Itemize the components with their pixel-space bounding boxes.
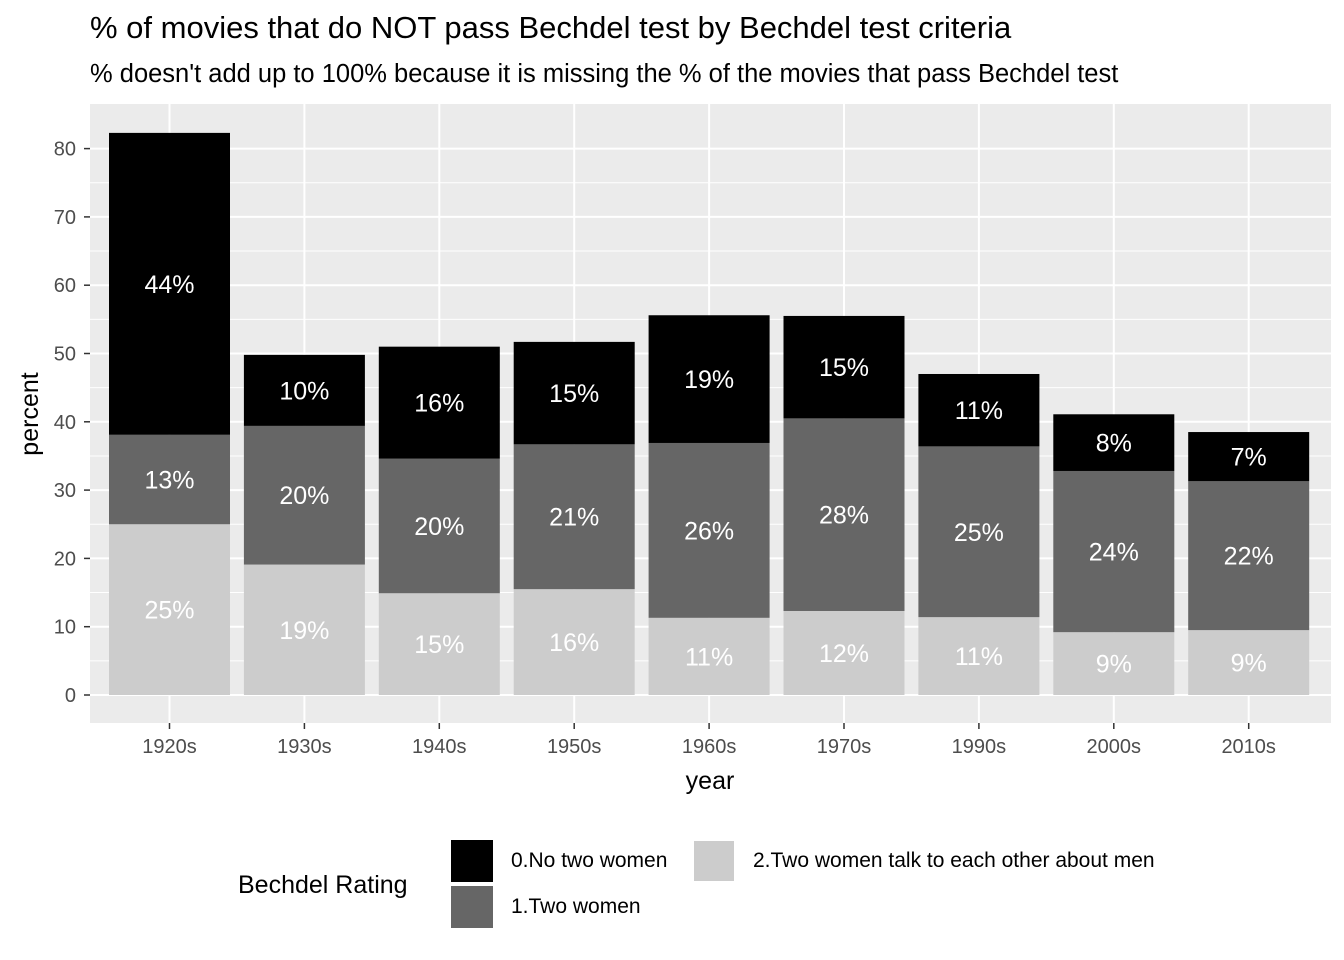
x-tick-label: 2000s <box>1087 736 1142 758</box>
bar-label: 12% <box>819 640 869 668</box>
chart-subtitle: % doesn't add up to 100% because it is m… <box>90 60 1119 88</box>
y-tick-label: 60 <box>54 275 76 297</box>
bar-label: 21% <box>549 504 599 532</box>
bar-segment <box>1053 414 1175 471</box>
bar-segment <box>783 418 905 611</box>
x-axis-title: year <box>686 767 735 795</box>
bar-label: 25% <box>954 519 1004 547</box>
bar-segment <box>1053 470 1175 633</box>
bar-label: 7% <box>1231 444 1267 472</box>
bar-segment <box>513 444 635 590</box>
legend-item-no-two-women: 0.No two women <box>451 840 667 882</box>
y-tick-label: 40 <box>54 412 76 434</box>
bar-label: 20% <box>279 482 329 510</box>
y-tick-label: 50 <box>54 344 76 366</box>
bar-segment <box>109 132 230 435</box>
x-tick-label: 1950s <box>547 736 602 758</box>
y-tick-label: 20 <box>54 548 76 570</box>
bar-segment <box>648 442 770 618</box>
bar-label: 11% <box>955 397 1003 425</box>
bar-segment <box>378 458 500 594</box>
x-tick-label: 2010s <box>1221 736 1276 758</box>
bar-segment <box>109 524 230 695</box>
y-axis: 0 10 20 30 40 50 60 70 80 <box>54 139 90 707</box>
bar-label: 15% <box>549 380 599 408</box>
legend-label: 1.Two women <box>511 895 641 918</box>
bar-segment <box>1188 481 1310 631</box>
legend-label: 2.Two women talk to each other about men <box>753 849 1155 872</box>
bar-label: 44% <box>144 271 194 299</box>
legend-item-talk-about-men: 2.Two women talk to each other about men <box>693 840 1155 882</box>
x-axis: 1920s 1930s 1940s 1950s 1960s 1970s 1990s 2000s… <box>142 723 1276 758</box>
bar-label: 11% <box>955 643 1003 671</box>
y-tick-label: 80 <box>54 139 76 161</box>
y-tick-label: 70 <box>54 207 76 229</box>
y-tick-label: 0 <box>65 685 76 707</box>
x-tick-label: 1960s <box>682 736 737 758</box>
bar-label: 28% <box>819 502 869 530</box>
legend-key-two-women <box>451 886 493 928</box>
x-tick-label: 1970s <box>817 736 872 758</box>
bar-segment <box>918 446 1040 618</box>
y-tick-label: 10 <box>54 617 76 639</box>
bar-segment <box>243 564 365 695</box>
bar-segment <box>1188 630 1310 695</box>
bars-group <box>109 132 1310 695</box>
bar-segment <box>918 617 1040 695</box>
bar-label: 16% <box>549 629 599 657</box>
x-tick-label: 1940s <box>412 736 467 758</box>
legend-key-no-two-women <box>451 840 493 882</box>
legend-key-talk-about-men <box>693 840 735 882</box>
bar-segment <box>1053 632 1175 695</box>
y-tick-label: 30 <box>54 480 76 502</box>
x-tick-label: 1990s <box>952 736 1007 758</box>
bar-label: 8% <box>1096 430 1132 458</box>
bar-label: 9% <box>1096 651 1132 679</box>
bar-label: 24% <box>1089 539 1139 567</box>
bar-segment <box>783 315 905 419</box>
bar-segment <box>783 610 905 695</box>
bar-label: 10% <box>279 377 329 405</box>
legend-label: 0.No two women <box>511 849 668 872</box>
bar-labels-group: 25% 13% 44% 19% 20% 10% 15% 20% 16% 16% 21% 15% 11% 2… <box>144 271 1273 679</box>
bar-label: 25% <box>144 597 194 625</box>
bar-label: 22% <box>1224 543 1274 571</box>
x-tick-label: 1930s <box>277 736 332 758</box>
bar-segment <box>378 593 500 695</box>
bar-segment <box>243 425 365 565</box>
bar-segment <box>378 346 500 459</box>
bar-label: 15% <box>414 631 464 659</box>
bar-label: 11% <box>685 643 733 671</box>
bar-segment <box>918 373 1040 447</box>
bar-segment <box>648 315 770 443</box>
x-tick-label: 1920s <box>142 736 197 758</box>
bar-label: 26% <box>684 517 734 545</box>
bar-segment <box>1188 432 1310 482</box>
bar-segment <box>513 589 635 695</box>
bar-label: 19% <box>279 617 329 645</box>
bar-label: 9% <box>1231 650 1267 678</box>
bar-label: 20% <box>414 513 464 541</box>
bar-label: 15% <box>819 354 869 382</box>
y-axis-title: percent <box>16 372 44 455</box>
bar-segment <box>109 434 230 525</box>
chart-title: % of movies that do NOT pass Bechdel tes… <box>90 10 1012 45</box>
legend-item-two-women: 1.Two women <box>451 886 641 928</box>
bar-segment <box>243 354 365 426</box>
bar-segment <box>513 341 635 445</box>
bar-label: 19% <box>684 366 734 394</box>
bar-label: 16% <box>414 390 464 418</box>
legend-title: Bechdel Rating <box>238 871 408 899</box>
bar-label: 13% <box>144 467 194 495</box>
bar-segment <box>648 617 770 695</box>
